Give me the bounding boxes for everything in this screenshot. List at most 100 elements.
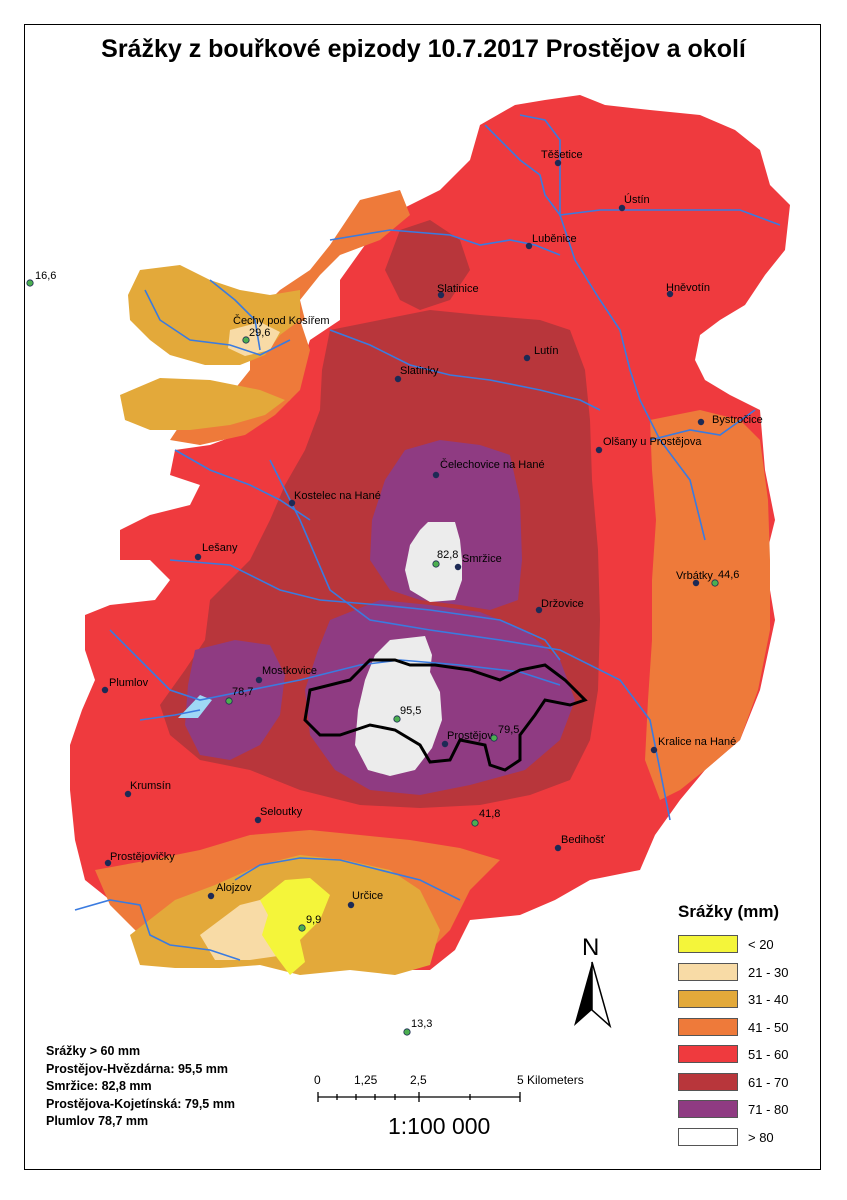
town-label: Kralice na Hané xyxy=(658,736,736,748)
town-label: Držovice xyxy=(541,598,584,610)
legend-item: 61 - 70 xyxy=(678,1072,808,1093)
town-dot xyxy=(618,204,626,212)
legend-label: 61 - 70 xyxy=(748,1074,789,1090)
town-dot xyxy=(666,290,674,298)
river-3 xyxy=(329,229,561,256)
prostejov-city-outline xyxy=(303,658,588,772)
legend-swatch xyxy=(678,1045,738,1063)
town-label: Bystročice xyxy=(712,414,763,426)
legend-item: < 20 xyxy=(678,935,808,955)
town-label: Prostějovičky xyxy=(110,851,175,863)
town-label: Čechy pod Kosířem xyxy=(233,314,330,327)
note-line: Srážky > 60 mm xyxy=(46,1044,141,1058)
town-dot xyxy=(437,291,445,299)
station-dot xyxy=(471,819,479,827)
notes-block: Srážky > 60 mm Prostějov-Hvězdárna: 95,5… xyxy=(46,1043,235,1131)
town-dot xyxy=(523,354,531,362)
scale-bar xyxy=(317,1092,521,1102)
zone-61-70-north xyxy=(385,220,470,310)
scale-label-2: 2,5 xyxy=(410,1073,427,1087)
river-5 xyxy=(649,409,756,441)
scale-label-1: 1,25 xyxy=(354,1073,378,1087)
river-10 xyxy=(169,559,561,661)
town-dot xyxy=(650,746,658,754)
station-dot xyxy=(298,924,306,932)
station-value: 16,6 xyxy=(35,270,56,282)
river-6 xyxy=(144,289,291,356)
river-4 xyxy=(329,329,601,411)
legend-item: 21 - 30 xyxy=(678,962,808,983)
legend-label: 21 - 30 xyxy=(748,964,789,980)
town-dot xyxy=(124,790,132,798)
scale-ratio: 1:100 000 xyxy=(388,1113,491,1139)
town-label: Čelechovice na Hané xyxy=(440,458,545,471)
town-label: Určice xyxy=(352,890,383,902)
rivers xyxy=(74,114,781,961)
precipitation-zones xyxy=(70,95,790,975)
note-line: Prostějova-Kojetínská: 79,5 mm xyxy=(46,1096,235,1111)
river-12 xyxy=(139,709,201,721)
town-label: Vrbátky xyxy=(676,570,713,582)
station-value: 44,6 xyxy=(718,569,739,581)
station-value: 29,6 xyxy=(249,327,270,339)
town-label: Bedihošť xyxy=(561,834,606,846)
station-value: 95,5 xyxy=(400,705,421,717)
legend-item: 31 - 40 xyxy=(678,990,808,1010)
town-label: Ústín xyxy=(624,193,650,206)
legend-swatch xyxy=(678,1072,738,1091)
legend-swatch xyxy=(678,1127,738,1146)
town-label: Slatinky xyxy=(400,365,439,377)
town-label: Luběnice xyxy=(532,233,577,245)
station-dot xyxy=(225,697,233,705)
river-1 xyxy=(484,124,706,541)
town-label: Seloutky xyxy=(260,806,303,818)
river-13 xyxy=(74,899,241,961)
station-dot xyxy=(432,560,440,568)
town-label: Mostkovice xyxy=(262,665,317,677)
legend-item: > 80 xyxy=(678,1127,808,1148)
town-label: Plumlov xyxy=(109,677,149,689)
station-dot xyxy=(242,336,250,344)
note-line: Plumlov 78,7 mm xyxy=(46,1114,149,1128)
town-label: Krumsín xyxy=(130,780,171,792)
river-2 xyxy=(519,114,781,226)
legend-label: 51 - 60 xyxy=(748,1047,789,1062)
town-label: Slatinice xyxy=(437,283,479,295)
river-11 xyxy=(109,629,561,701)
station-value: 9,9 xyxy=(306,914,321,926)
town-dot xyxy=(394,375,402,383)
town-dot xyxy=(101,686,109,694)
town-dot xyxy=(525,242,533,250)
legend-swatch xyxy=(678,1100,738,1118)
town-label: Kostelec na Hané xyxy=(294,490,381,502)
note-line: Smržice: 82,8 mm xyxy=(46,1079,152,1093)
town-dot xyxy=(194,553,202,561)
station-value: 13,3 xyxy=(411,1018,432,1030)
town-dot xyxy=(595,446,603,454)
river-8 xyxy=(269,459,671,821)
town-dot xyxy=(104,859,112,867)
river-9 xyxy=(174,449,311,521)
town-label: Těšetice xyxy=(541,149,583,161)
zone-lt20-south xyxy=(260,878,330,975)
river-7 xyxy=(209,279,261,351)
zone-21-30-kosir xyxy=(228,322,280,356)
town-label: Alojzov xyxy=(216,882,252,894)
town-dot xyxy=(432,471,440,479)
legend-label: < 20 xyxy=(748,937,774,952)
station-dot xyxy=(26,279,34,287)
town-dot xyxy=(692,579,700,587)
note-line: Prostějov-Hvězdárna: 95,5 mm xyxy=(46,1061,229,1076)
town-dot xyxy=(554,159,562,167)
town-dot xyxy=(697,418,705,426)
scale-label-0: 0 xyxy=(314,1073,321,1087)
station-dot xyxy=(490,734,498,742)
stations: 16,6 29,6 82,8 44,6 78,7 95,5 79,5 41,8 … xyxy=(26,270,739,1036)
town-dot xyxy=(207,892,215,900)
zone-71-80-plumlov xyxy=(185,640,285,760)
north-arrow-left-half xyxy=(574,962,592,1026)
river-14 xyxy=(234,857,461,901)
town-dot xyxy=(288,499,296,507)
town-dot xyxy=(347,901,355,909)
north-arrow-right-half xyxy=(591,961,612,1029)
